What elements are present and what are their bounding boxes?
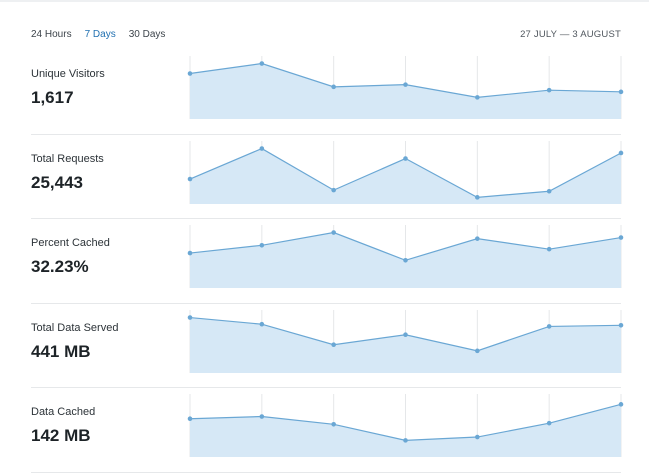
top-divider <box>0 0 649 2</box>
sparkline-point[interactable] <box>259 321 265 326</box>
range-tabs: 24 Hours 7 Days 30 Days <box>31 28 178 42</box>
stat-label: Unique Visitors <box>31 68 105 80</box>
sparkline-point[interactable] <box>475 194 480 200</box>
sparkline-point[interactable] <box>475 95 480 100</box>
sparkline-point[interactable] <box>187 416 193 422</box>
sparkline-point[interactable] <box>331 84 336 90</box>
sparkline-point[interactable] <box>331 187 336 192</box>
sparkline-point[interactable] <box>475 348 480 353</box>
stat-value: 32.23% <box>31 257 89 276</box>
sparkline-point[interactable] <box>546 87 552 93</box>
stat-row-data-cached: Data Cached 142 MB <box>31 388 624 473</box>
tab-30-days[interactable]: 30 Days <box>128 29 166 40</box>
sparkline-point[interactable] <box>259 414 265 419</box>
stat-label: Percent Cached <box>31 237 110 249</box>
sparkline-point[interactable] <box>546 188 552 194</box>
sparkline-unique-visitors <box>187 56 624 119</box>
sparkline-point[interactable] <box>618 402 624 407</box>
stat-label: Total Data Served <box>31 321 119 334</box>
sparkline-data-cached <box>187 394 624 457</box>
sparkline-point[interactable] <box>187 71 193 76</box>
sparkline-point[interactable] <box>259 61 265 66</box>
sparkline-point[interactable] <box>475 434 480 440</box>
sparkline-point[interactable] <box>187 176 193 181</box>
date-range-label: 27 JULY — 3 AUGUST <box>520 29 621 40</box>
sparkline-area <box>190 404 621 457</box>
sparkline-point[interactable] <box>259 145 265 151</box>
range-bar: 24 Hours 7 Days 30 Days 27 JULY — 3 AUGU… <box>31 28 621 44</box>
sparkline-area <box>190 317 621 373</box>
sparkline-point[interactable] <box>403 155 408 161</box>
sparkline-point[interactable] <box>546 323 552 329</box>
stat-row-total-data-served: Total Data Served 441 MB <box>31 304 624 388</box>
stat-label: Total Requests <box>31 152 104 165</box>
sparkline-point[interactable] <box>403 257 408 263</box>
stat-label: Data Cached <box>31 406 96 418</box>
stat-row-percent-cached: Percent Cached 32.23% <box>31 219 624 304</box>
sparkline-total-requests <box>187 140 624 204</box>
stat-value: 1,617 <box>31 88 74 107</box>
tab-7-days[interactable]: 7 Days <box>84 29 116 40</box>
sparkline-point[interactable] <box>331 421 336 427</box>
sparkline-area <box>190 63 621 119</box>
sparkline-point[interactable] <box>403 438 408 443</box>
sparkline-percent-cached <box>187 225 624 288</box>
sparkline-point[interactable] <box>403 331 408 337</box>
sparkline-point[interactable] <box>187 250 193 256</box>
sparkline-point[interactable] <box>475 236 480 241</box>
sparkline-point[interactable] <box>403 82 408 87</box>
stat-value: 142 MB <box>31 426 91 445</box>
sparkline-point[interactable] <box>618 235 624 240</box>
sparkline-point[interactable] <box>187 314 193 320</box>
stat-row-total-requests: Total Requests 25,443 <box>31 135 624 219</box>
sparkline-point[interactable] <box>259 243 265 248</box>
sparkline-area <box>190 148 621 204</box>
stat-row-unique-visitors: Unique Visitors 1,617 <box>31 50 624 135</box>
sparkline-point[interactable] <box>618 150 624 155</box>
sparkline-total-data-served <box>187 309 624 373</box>
sparkline-point[interactable] <box>546 420 552 426</box>
stat-value: 441 MB <box>31 341 91 361</box>
sparkline-point[interactable] <box>331 230 336 235</box>
sparkline-point[interactable] <box>618 322 624 328</box>
stat-value: 25,443 <box>31 172 83 192</box>
stats-list: Unique Visitors 1,617 Total Requests 25,… <box>31 50 624 473</box>
sparkline-point[interactable] <box>331 341 336 347</box>
tab-24-hours[interactable]: 24 Hours <box>31 29 72 40</box>
sparkline-point[interactable] <box>546 246 552 252</box>
sparkline-point[interactable] <box>618 89 624 95</box>
